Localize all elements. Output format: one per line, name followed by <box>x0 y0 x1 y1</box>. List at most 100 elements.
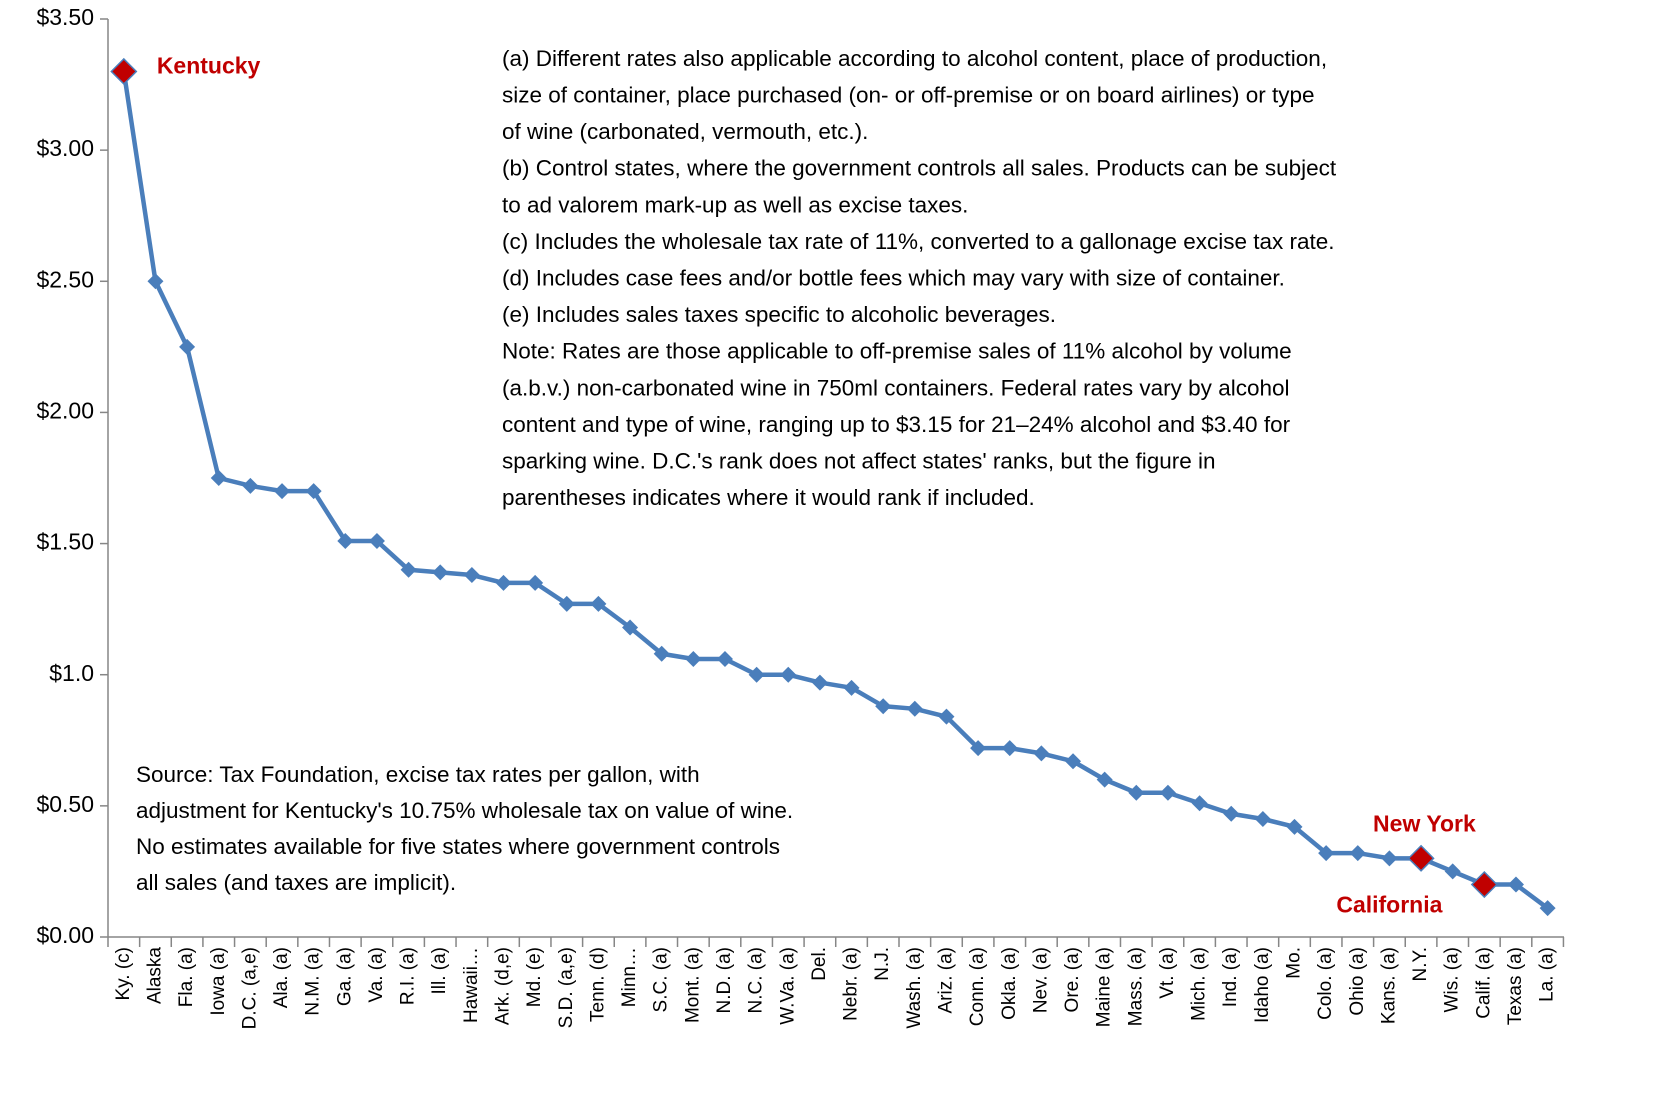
marker <box>906 700 923 717</box>
y-tick-label: $2.50 <box>36 266 94 292</box>
y-tick-label: $1.0 <box>49 660 94 686</box>
x-tick-label: Mont. (a) <box>682 947 703 1023</box>
marker <box>1507 876 1524 893</box>
y-tick-label: $1.50 <box>36 529 94 555</box>
marker <box>1318 845 1335 862</box>
marker <box>1191 795 1208 812</box>
marker <box>1381 850 1398 867</box>
x-tick-label: Maine (a) <box>1094 947 1115 1027</box>
marker <box>970 740 987 757</box>
x-tick-label: Va. (a) <box>366 947 387 1003</box>
marker <box>1349 845 1366 862</box>
note-line: (d) Includes case fees and/or bottle fee… <box>502 266 1285 291</box>
highlight-marker <box>1407 844 1435 872</box>
x-tick-label: Ky. (c) <box>113 947 134 1000</box>
marker <box>780 666 797 683</box>
marker <box>1539 900 1556 917</box>
marker <box>368 532 385 549</box>
annotation: California <box>1336 892 1442 918</box>
x-tick-label: N.J. <box>872 947 893 981</box>
marker <box>811 674 828 691</box>
y-tick-label: $0.00 <box>36 922 94 948</box>
marker <box>716 650 733 667</box>
x-tick-label: Mass. (a) <box>1125 947 1146 1026</box>
y-tick-label: $2.00 <box>36 398 94 424</box>
marker <box>400 561 417 578</box>
x-tick-label: Wis. (a) <box>1442 947 1463 1012</box>
x-tick-label: N.D. (a) <box>714 947 735 1014</box>
x-tick-label: Okla. (a) <box>999 947 1020 1020</box>
x-tick-label: Nev. (a) <box>1030 947 1051 1013</box>
highlight-marker <box>1470 870 1498 899</box>
annotation: Kentucky <box>157 53 261 79</box>
marker <box>179 338 196 355</box>
x-tick-label: N.Y. <box>1410 947 1431 982</box>
source-line: all sales (and taxes are implicit). <box>136 870 456 895</box>
x-tick-label: Ark. (d,e) <box>493 947 514 1025</box>
marker <box>463 567 480 584</box>
marker <box>1286 818 1303 835</box>
marker <box>1001 740 1018 757</box>
x-tick-label: Ind. (a) <box>1220 947 1241 1007</box>
x-tick-label: Minn… <box>619 947 640 1007</box>
marker <box>432 564 449 581</box>
y-tick-label: $3.00 <box>36 135 94 161</box>
marker <box>653 645 670 662</box>
marker <box>337 532 354 549</box>
marker <box>495 574 512 591</box>
marker <box>274 483 291 500</box>
x-tick-label: N.C. (a) <box>746 947 767 1014</box>
marker <box>875 698 892 715</box>
y-tick-label: $3.50 <box>36 4 94 30</box>
x-tick-label: Iowa (a) <box>208 947 229 1016</box>
x-tick-label: Texas (a) <box>1505 947 1526 1025</box>
marker <box>210 470 227 486</box>
x-tick-label: N.M. (a) <box>303 947 324 1016</box>
marker <box>558 595 575 612</box>
x-tick-label: Del. <box>809 947 830 981</box>
marker <box>242 477 259 494</box>
x-tick-label: Conn. (a) <box>967 947 988 1026</box>
note-line: Note: Rates are those applicable to off-… <box>502 339 1292 364</box>
x-tick-label: Fla. (a) <box>176 947 197 1007</box>
note-line: parentheses indicates where it would ran… <box>502 485 1035 510</box>
marker <box>622 619 639 636</box>
x-tick-label: Alaska <box>144 947 165 1004</box>
x-tick-label: S.C. (a) <box>651 947 672 1012</box>
x-tick-label: R.I. (a) <box>398 947 419 1005</box>
x-tick-label: D.C. (a,e) <box>239 947 260 1029</box>
note-line: of wine (carbonated, vermouth, etc.). <box>502 119 868 144</box>
note-line: (a) Different rates also applicable acco… <box>502 46 1327 71</box>
marker <box>1254 810 1271 827</box>
x-tick-label: Hawaii… <box>461 947 482 1023</box>
x-tick-label: Ala. (a) <box>271 947 292 1008</box>
marker <box>1444 863 1461 880</box>
x-tick-label: W.Va. (a) <box>777 947 798 1025</box>
note-line: size of container, place purchased (on- … <box>502 83 1315 108</box>
marker <box>147 273 164 290</box>
marker <box>527 574 544 591</box>
x-tick-label: La. (a) <box>1537 947 1558 1002</box>
marker <box>305 483 322 500</box>
x-tick-label: Ohio (a) <box>1347 947 1368 1016</box>
x-tick-label: Md. (e) <box>524 947 545 1007</box>
x-tick-label: Colo. (a) <box>1315 947 1336 1020</box>
x-tick-label: Ore. (a) <box>1062 947 1083 1012</box>
x-tick-label: Ill. (a) <box>429 947 450 995</box>
note-line: to ad valorem mark-up as well as excise … <box>502 192 968 217</box>
marker <box>938 708 955 725</box>
x-tick-label: Calif. (a) <box>1473 947 1494 1019</box>
marker <box>1159 784 1176 801</box>
x-tick-label: Vt. (a) <box>1157 947 1178 999</box>
source-line: Source: Tax Foundation, excise tax rates… <box>136 762 700 787</box>
marker <box>1128 784 1145 801</box>
x-tick-label: Wash. (a) <box>904 947 925 1029</box>
x-tick-label: Mich. (a) <box>1189 947 1210 1021</box>
note-line: (a.b.v.) non-carbonated wine in 750ml co… <box>502 375 1290 400</box>
highlight-marker <box>110 57 138 86</box>
marker <box>685 650 702 667</box>
y-tick-label: $0.50 <box>36 791 94 817</box>
marker <box>748 666 765 683</box>
marker <box>843 679 860 696</box>
